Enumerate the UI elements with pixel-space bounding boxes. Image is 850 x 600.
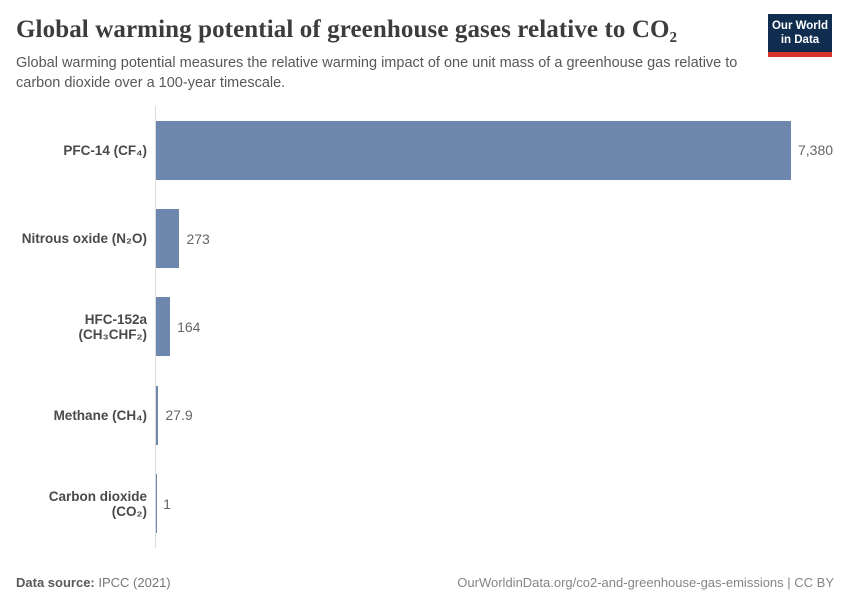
value-label: 164 — [177, 318, 201, 335]
bar[interactable] — [156, 297, 171, 357]
bar[interactable] — [156, 385, 159, 445]
bar-track: 273 — [155, 194, 834, 283]
chart-title: Global warming potential of greenhouse g… — [16, 16, 678, 43]
data-source-value: IPCC (2021) — [98, 575, 171, 590]
bar[interactable] — [156, 120, 791, 180]
chart-subtitle: Global warming potential measures the re… — [16, 55, 738, 91]
footer-link[interactable]: OurWorldinData.org/co2-and-greenhouse-ga… — [457, 575, 834, 590]
category-label: Methane (CH₄) — [53, 407, 147, 423]
chart-header: Global warming potential of greenhouse g… — [0, 0, 850, 93]
owid-logo: Our World in Data — [768, 14, 832, 57]
chart-row: Nitrous oxide (N₂O) 273 — [16, 194, 834, 283]
bar-track: 164 — [155, 282, 834, 372]
bar-track: 27.9 — [155, 371, 834, 460]
category-label: HFC-152a (CH₃CHF₂) — [78, 311, 147, 342]
chart-footer: Data source: IPCC (2021) OurWorldinData.… — [16, 575, 834, 590]
value-label: 7,380 — [798, 142, 834, 159]
chart-row: Methane (CH₄) 27.9 — [16, 371, 834, 460]
category-label: PFC-14 (CF₄) — [63, 142, 147, 158]
bar[interactable] — [156, 209, 180, 269]
data-source: Data source: IPCC (2021) — [16, 575, 171, 590]
bar-chart: PFC-14 (CF₄) 7,380 Nitrous oxide (N₂O) 273 H… — [16, 106, 834, 548]
chart-row: Carbon dioxide (CO₂) 1 — [16, 459, 834, 548]
chart-row: HFC-152a (CH₃CHF₂) 164 — [16, 282, 834, 372]
chart-row: PFC-14 (CF₄) 7,380 — [16, 106, 834, 195]
owid-logo-line2: in Data — [780, 34, 820, 47]
bar-track: 1 — [155, 459, 834, 548]
value-label: 273 — [186, 230, 210, 247]
owid-logo-line1: Our World — [771, 20, 828, 32]
data-source-label: Data source: — [16, 575, 95, 590]
value-label: 1 — [163, 495, 171, 512]
value-label: 27.9 — [165, 407, 193, 424]
category-label: Nitrous oxide (N₂O) — [21, 231, 147, 247]
bar-track: 7,380 — [155, 106, 834, 195]
category-label: Carbon dioxide (CO₂) — [48, 488, 147, 519]
